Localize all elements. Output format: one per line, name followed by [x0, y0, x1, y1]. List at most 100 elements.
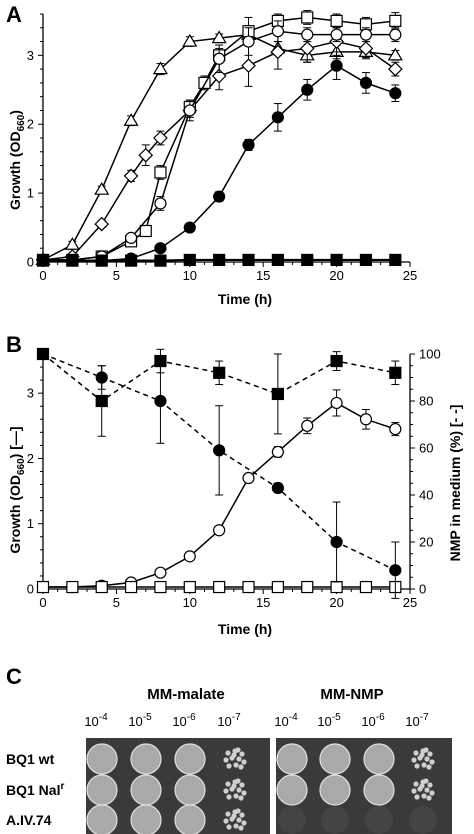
dilution-exponent: -7 [420, 712, 429, 723]
data-point [183, 221, 196, 234]
data-point [387, 47, 403, 61]
data-point [124, 254, 138, 267]
empty-spot [321, 806, 349, 834]
data-point [330, 253, 343, 267]
chart-b-series [36, 347, 402, 599]
data-point [358, 41, 374, 56]
colony [411, 788, 417, 794]
x-tick-label: 20 [329, 595, 343, 610]
colony [411, 757, 417, 763]
data-point [299, 41, 315, 56]
colony [241, 759, 247, 765]
colony [235, 808, 241, 814]
x-tick-label: 10 [183, 268, 197, 283]
colony [419, 783, 425, 789]
chart-a-series [35, 10, 403, 268]
colony-spots [86, 743, 437, 834]
data-point [242, 35, 255, 48]
y-tick-label: 3 [27, 386, 34, 401]
x-tick-label: 20 [329, 268, 343, 283]
data-point [330, 354, 343, 368]
data-point [213, 444, 226, 457]
series-circle-open [36, 20, 402, 267]
x-tick-label: 0 [39, 268, 46, 283]
data-point [213, 52, 226, 65]
confluent-spot [175, 744, 205, 774]
data-point [198, 76, 211, 89]
panel-label-b: B [6, 332, 22, 357]
x-tick-label: 5 [113, 595, 120, 610]
data-point [301, 419, 314, 432]
y2-tick-label: 40 [419, 488, 433, 503]
data-point [301, 253, 314, 267]
dilution-label: 10-5 [128, 712, 152, 729]
data-point [152, 61, 168, 75]
spot-rim [174, 804, 206, 834]
data-point [301, 11, 314, 24]
colony [239, 812, 245, 818]
data-point [123, 168, 139, 184]
dilution-label: 10-7 [405, 712, 429, 729]
data-point [359, 253, 373, 267]
y2-tick-label: 20 [419, 535, 433, 550]
data-point [359, 580, 373, 594]
data-point [330, 396, 343, 410]
colony [421, 793, 427, 799]
data-point [242, 471, 255, 485]
colony [424, 787, 430, 793]
spot-rim [86, 743, 118, 775]
colony [236, 817, 242, 823]
data-point [271, 25, 284, 38]
colony [413, 750, 419, 756]
colony [423, 747, 429, 753]
x-tick-label: 25 [403, 595, 417, 610]
colony [426, 764, 432, 770]
colony [226, 794, 232, 800]
data-point [213, 580, 226, 594]
strain-labels: BQ1 wt BQ1 Nalr A.IV.74 [6, 751, 64, 828]
data-point [270, 44, 286, 60]
data-point [154, 254, 167, 267]
data-point [213, 253, 226, 267]
data-point [330, 59, 343, 72]
empty-spot [409, 806, 437, 834]
spot-rim [86, 804, 118, 834]
confluent-spot [175, 805, 205, 834]
chart-b-xlabel: Time (h) [218, 621, 272, 637]
data-point [94, 216, 110, 232]
colony [414, 794, 420, 800]
confluent-spot [277, 744, 307, 774]
confluent-spot [87, 744, 117, 774]
spot-rim [363, 774, 395, 806]
confluent-spot [131, 775, 161, 805]
spot-rim [276, 774, 308, 806]
confluent-spot [320, 744, 350, 774]
data-point [211, 30, 227, 44]
data-point [138, 147, 154, 163]
data-point [183, 550, 196, 563]
confluent-spot [131, 744, 161, 774]
colony [427, 751, 433, 757]
medium-label-malate: MM-malate [147, 686, 225, 703]
data-point [64, 237, 80, 250]
spot-rim [363, 743, 395, 775]
data-point [271, 580, 284, 594]
confluent-spot [87, 775, 117, 805]
dilution-label: 10-6 [361, 712, 385, 729]
spot-rim [174, 743, 206, 775]
empty-spot [278, 806, 306, 834]
data-point [154, 166, 167, 179]
colony [225, 781, 231, 787]
dilution-labels: 10-4 10-5 10-6 10-7 10-4 10-5 10-6 10-7 [84, 712, 429, 729]
data-point [330, 28, 343, 41]
colony [429, 759, 435, 765]
data-point [183, 104, 196, 117]
data-point [242, 253, 255, 267]
data-point [124, 231, 138, 244]
data-point [123, 113, 139, 126]
colony [414, 763, 420, 769]
data-point [301, 580, 314, 594]
